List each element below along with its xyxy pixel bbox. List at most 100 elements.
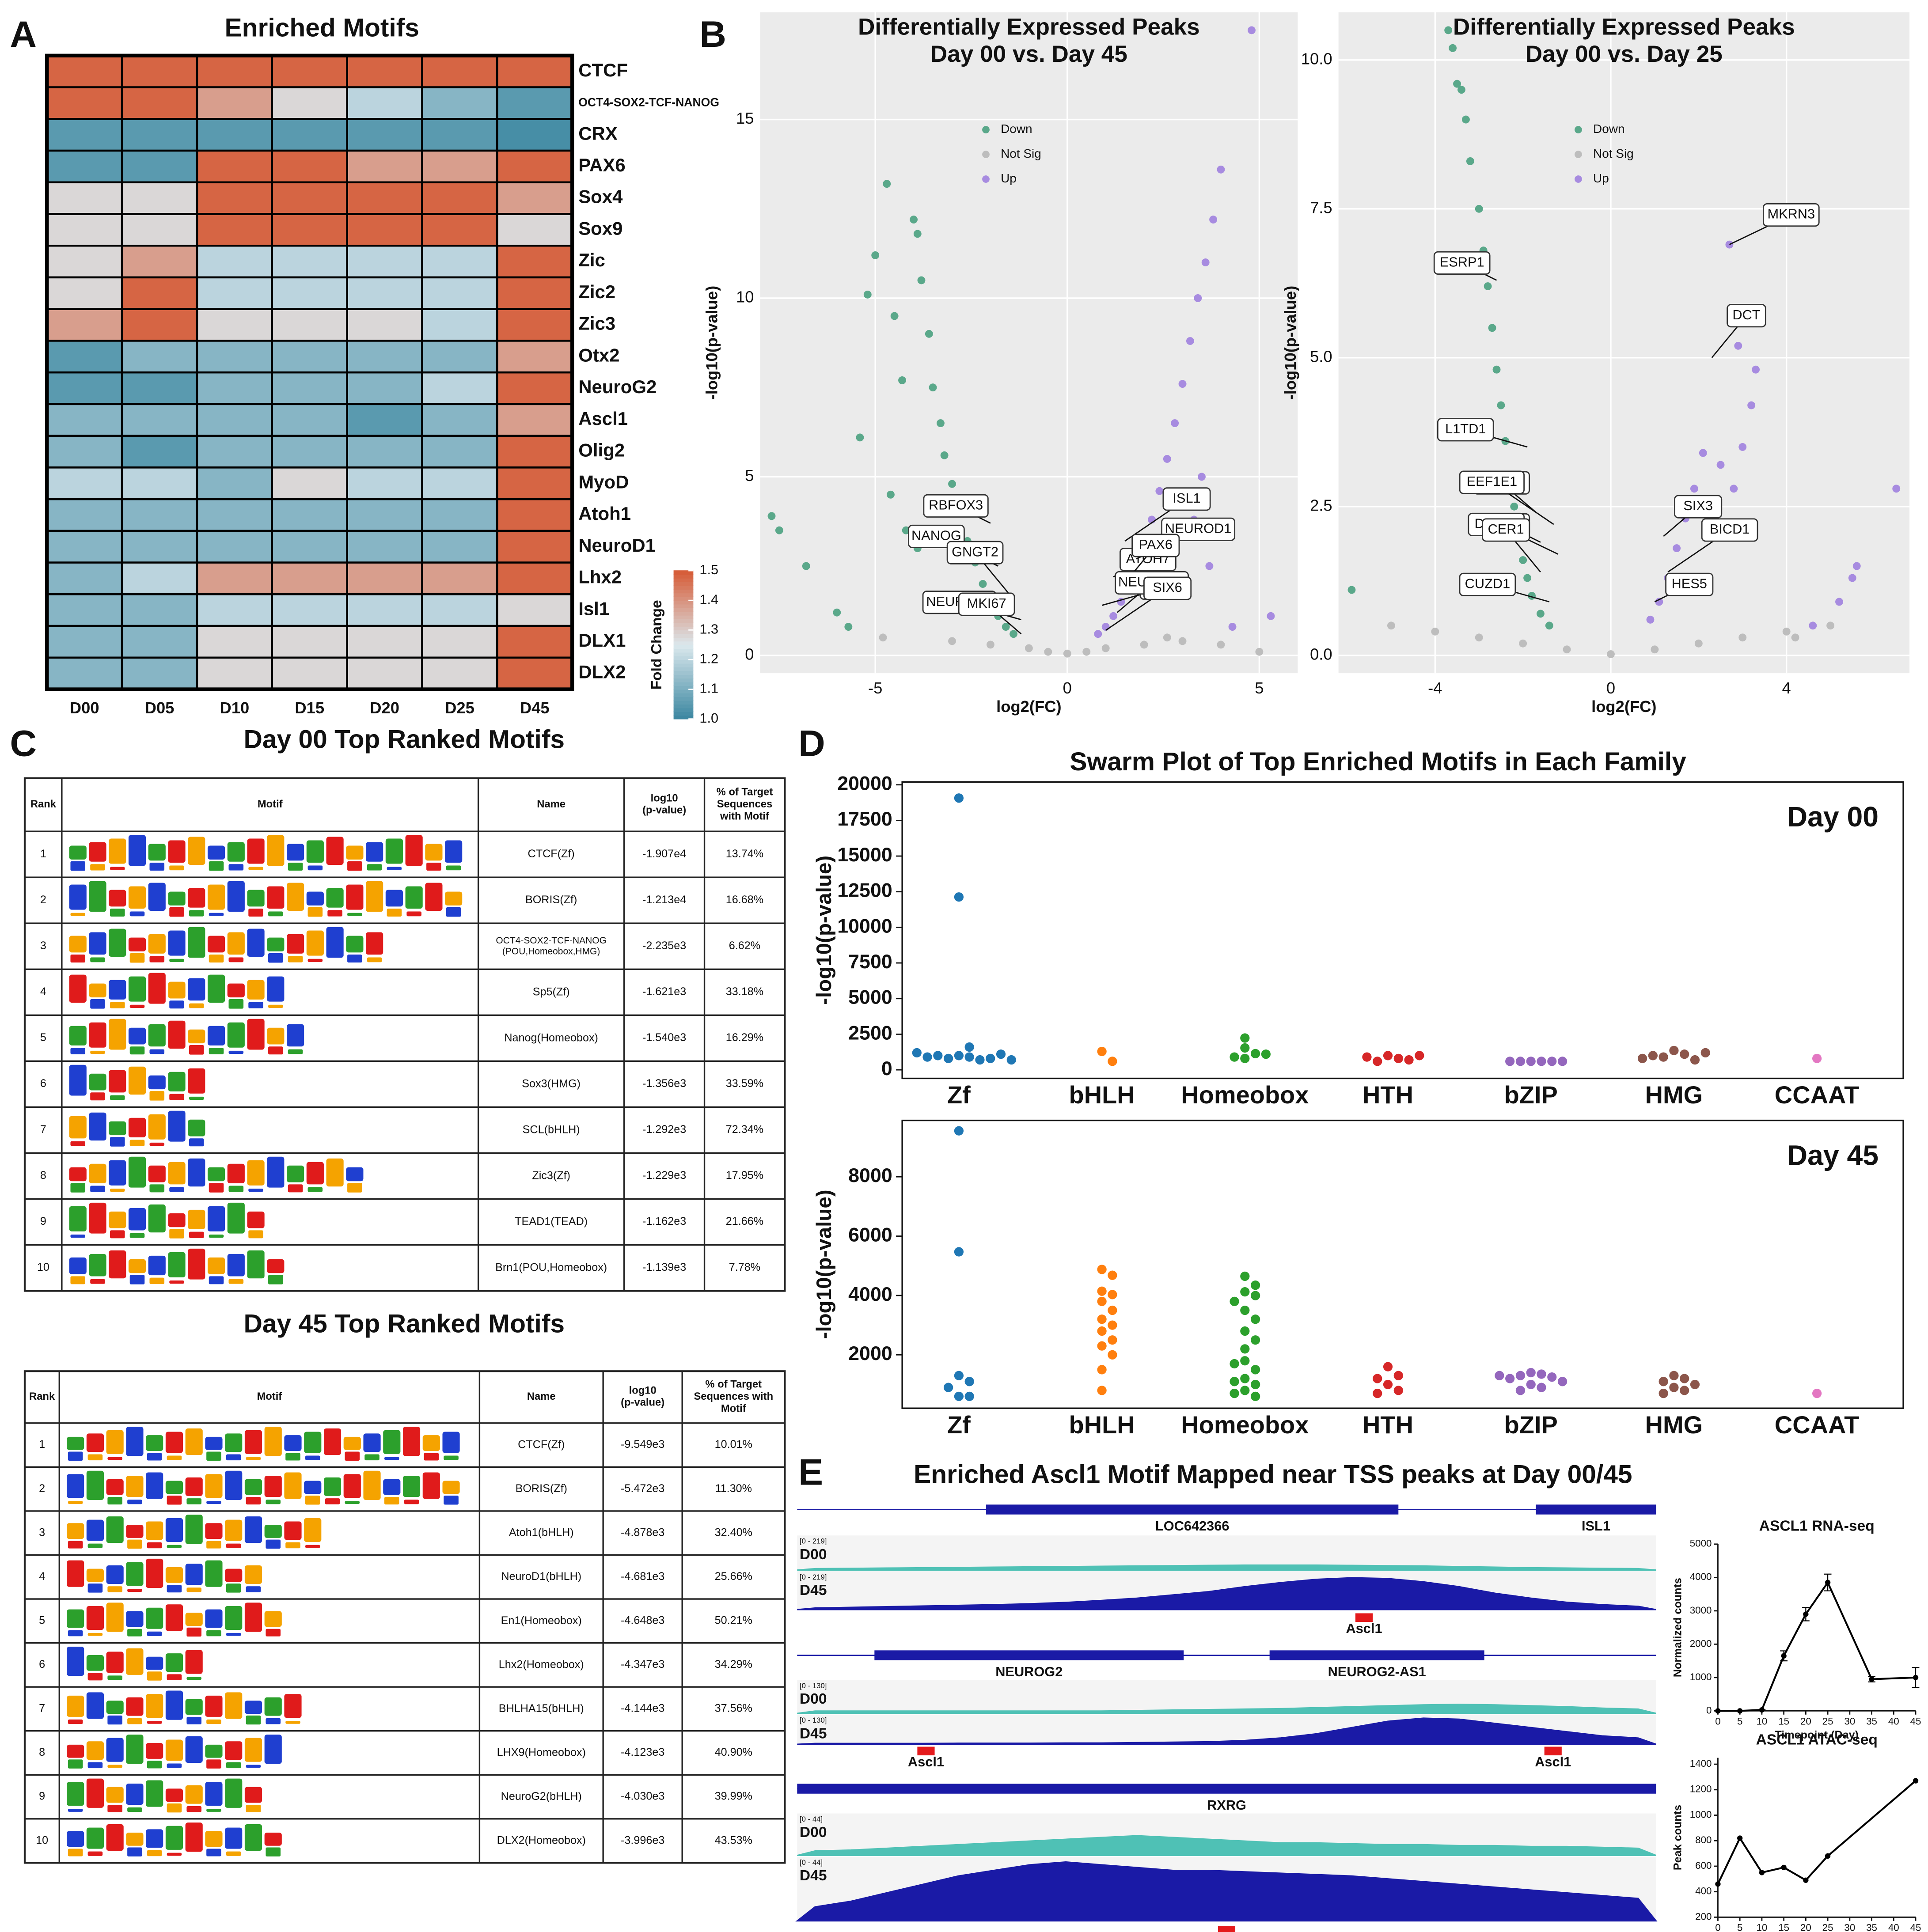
motif-site — [917, 1746, 935, 1756]
motif-logo-glyph — [385, 838, 403, 864]
motif-logo-glyph — [327, 910, 342, 917]
sample-label: D45 — [800, 1725, 827, 1742]
track-range: [0 - 219] — [800, 1573, 827, 1581]
table-header: % of Target Sequences with Motif — [717, 786, 773, 822]
motif-logo-glyph — [86, 1692, 104, 1719]
heatmap-cell — [496, 561, 573, 595]
table-cell: -1.621e3 — [642, 985, 686, 998]
motif-logo-glyph — [146, 1743, 163, 1759]
motif-logo-glyph — [268, 1004, 283, 1008]
motif-logo-glyph — [167, 1852, 182, 1856]
heatmap-cell — [121, 498, 198, 532]
table-cell: 9 — [39, 1790, 45, 1803]
table-cell: -4.347e3 — [621, 1658, 664, 1671]
motif-logo-glyph — [128, 1208, 146, 1231]
motif-logo-glyph — [287, 1165, 304, 1182]
heatmap-cell — [46, 118, 123, 152]
motif-logo-glyph — [167, 1803, 182, 1813]
motif-logo-glyph — [244, 1701, 262, 1714]
heatmap-cell — [421, 276, 498, 310]
point — [1108, 1270, 1117, 1280]
legend-label: Down — [1593, 122, 1625, 136]
x-tick-label: 5 — [1737, 1922, 1742, 1932]
row-label: PAX6 — [578, 155, 625, 175]
motif-logo-glyph — [248, 1230, 263, 1239]
table-cell: 8 — [40, 1169, 46, 1182]
annotation-box — [1701, 518, 1758, 542]
point — [1826, 621, 1835, 630]
motif-logo-glyph — [149, 1184, 165, 1193]
motif-logo-glyph — [169, 865, 184, 871]
motif-logo-glyph — [426, 863, 441, 871]
motif-logo-glyph — [425, 883, 443, 911]
point — [1781, 1864, 1787, 1871]
row-label: CTCF — [578, 60, 628, 80]
motif-logo-glyph — [68, 1541, 83, 1549]
colorbar-segment — [673, 585, 694, 590]
motif-logo-glyph — [107, 1765, 122, 1768]
track-range: [0 - 130] — [800, 1682, 827, 1690]
point — [1101, 623, 1110, 631]
table-header: Rank — [30, 798, 57, 810]
motif-logo-glyph — [287, 844, 304, 861]
motif-logo-glyph — [189, 910, 204, 917]
motif-logo-glyph — [110, 1230, 125, 1239]
track-range: [0 - 44] — [800, 1858, 823, 1867]
point — [1240, 1386, 1250, 1395]
heatmap-cell — [346, 118, 423, 152]
annotation-label: SIX3 — [1683, 498, 1713, 513]
heatmap-cell — [271, 498, 348, 532]
track-range: [0 - 219] — [800, 1537, 827, 1546]
motif-logo-glyph — [86, 1741, 104, 1760]
point — [1475, 205, 1483, 213]
line — [1717, 1780, 1917, 1885]
heatmap-cell — [346, 54, 423, 88]
y-tick-label: 17500 — [837, 808, 892, 830]
track-range: [0 - 44] — [800, 1815, 823, 1823]
heatmap-cell — [46, 466, 123, 500]
y-tick-label: 20000 — [837, 773, 892, 795]
point — [1094, 630, 1102, 638]
heatmap-cell — [346, 466, 423, 500]
motif-logo-glyph — [383, 1430, 401, 1454]
motif-logo-glyph — [227, 1163, 245, 1184]
annotation-label: ISL1 — [1173, 490, 1200, 506]
panel-letter: C — [10, 722, 37, 764]
point — [1240, 1374, 1250, 1383]
heatmap-cell — [346, 656, 423, 690]
motif-logo-glyph — [149, 863, 165, 871]
motif-logo-glyph — [304, 1481, 322, 1494]
table-cell: 32.40% — [715, 1526, 752, 1538]
motif-logo-glyph — [228, 864, 244, 871]
heatmap-cell — [121, 308, 198, 342]
colorbar-segment — [673, 603, 694, 608]
table-cell: -1.229e3 — [642, 1169, 686, 1182]
annotation-box — [1143, 576, 1192, 600]
motif-logo-glyph — [446, 907, 461, 917]
point — [1449, 44, 1457, 52]
heatmap-cell — [46, 276, 123, 310]
motif-logo-glyph — [185, 1699, 203, 1715]
motif-logo-glyph — [167, 1496, 182, 1505]
motif-logo-glyph — [226, 1633, 241, 1636]
row-label: Zic3 — [578, 313, 615, 334]
annotation-box — [958, 592, 1015, 616]
annotation-box — [1437, 418, 1494, 442]
motif-logo-glyph — [246, 1457, 261, 1460]
panel-label: Day 45 — [1787, 1139, 1879, 1171]
motif-logo-glyph — [127, 1847, 142, 1856]
motif-logo-glyph — [185, 1613, 203, 1626]
table-header: Motif — [258, 798, 283, 810]
heatmap-cell — [346, 593, 423, 627]
point — [1659, 1388, 1668, 1398]
table-cell: LHX9(Homeobox) — [497, 1746, 586, 1758]
motif-label: Ascl1 — [1535, 1754, 1571, 1769]
table-header: log10 (p-value) — [621, 1385, 664, 1409]
point — [1791, 633, 1799, 642]
motif-logo-glyph — [264, 1697, 282, 1716]
motif-logo-glyph — [207, 1167, 225, 1182]
heatmap-cell — [496, 54, 573, 88]
motif-logo-glyph — [206, 1630, 221, 1637]
point — [940, 451, 949, 459]
motif-logo-glyph — [384, 1497, 399, 1505]
